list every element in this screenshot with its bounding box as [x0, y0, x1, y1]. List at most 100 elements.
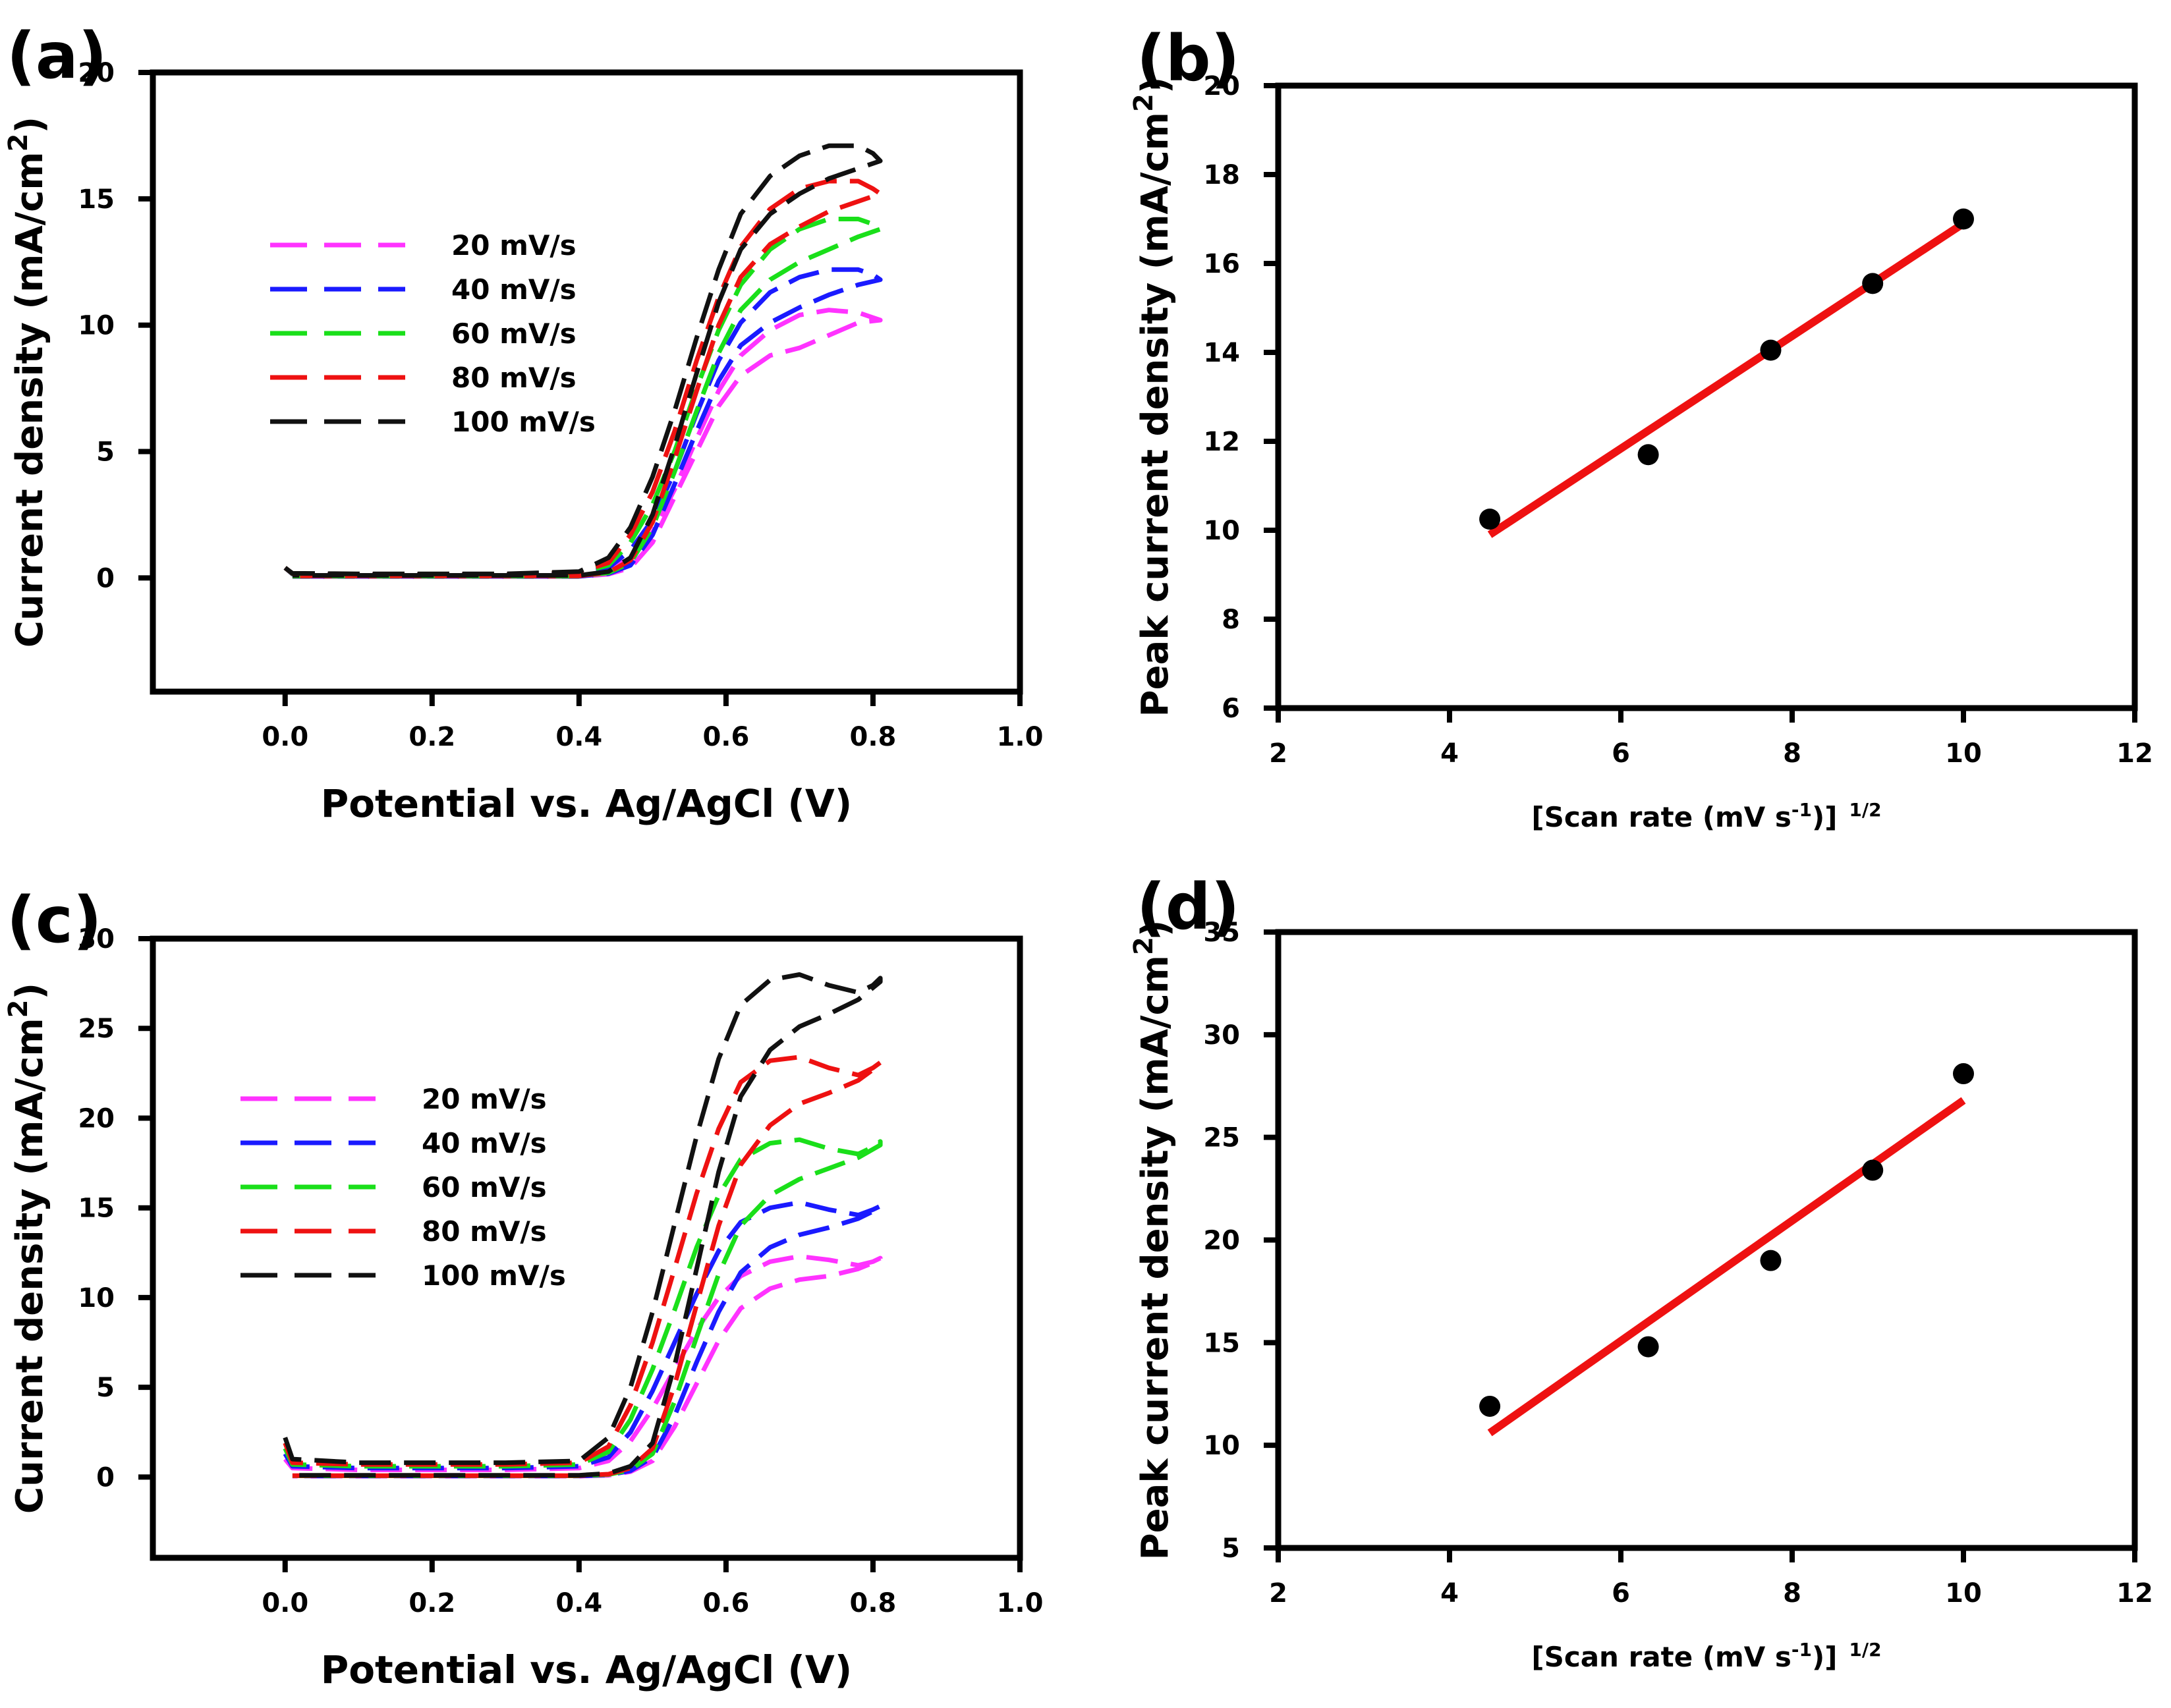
x-tick-label: 12 [2116, 738, 2153, 769]
x-tick-label: 10 [1945, 738, 1982, 769]
y-tick-label: 30 [1203, 1020, 1240, 1051]
y-axis-title: Current density (mA/cm2) [3, 983, 51, 1514]
y-tick-label: 5 [96, 437, 115, 468]
panel-label: (c) [7, 883, 102, 957]
y-axis-title-close: ) [1134, 77, 1177, 94]
plot-frame [1275, 82, 2138, 711]
legend-label: 80 mV/s [422, 1215, 547, 1248]
linear-fit-line [1487, 1097, 1966, 1437]
data-point [1637, 1336, 1659, 1358]
series-line-20mVs [283, 308, 883, 579]
y-axis-title-superscript: 2 [1129, 94, 1159, 112]
x-tick-label: 12 [2116, 1578, 2153, 1609]
plot-frame [1275, 929, 2138, 1551]
series-line-60mVs [283, 217, 883, 579]
y-tick-label: 15 [78, 184, 115, 215]
y-axis-title-main: Peak current density (mA/cm [1134, 112, 1177, 717]
y-tick-label: 15 [78, 1194, 115, 1224]
y-axis-title-superscript: 2 [1129, 937, 1159, 955]
x-axis-title-superscript: -1 [1791, 799, 1812, 821]
data-point [1862, 1159, 1884, 1181]
y-tick-label: 20 [78, 58, 115, 88]
series-line-60mVs [283, 1137, 883, 1478]
series-line-100mVs [283, 143, 883, 578]
y-tick-label: 14 [1203, 338, 1240, 368]
x-tick-label: 0.6 [702, 722, 749, 752]
data-point [1760, 1250, 1782, 1271]
x-axis-title-main: [Scan rate (mV s [1531, 1641, 1791, 1673]
y-tick-label: 20 [1203, 1226, 1240, 1256]
x-axis-title-main: [Scan rate (mV s [1531, 801, 1791, 833]
legend-label: 40 mV/s [451, 273, 577, 306]
series-line-100mVs [283, 972, 883, 1478]
y-tick-label: 10 [78, 311, 115, 341]
linear-fit-line [1487, 220, 1966, 538]
panel-label: (a) [7, 19, 107, 93]
y-tick-label: 20 [78, 1103, 115, 1134]
x-tick-label: 0.4 [555, 1588, 602, 1618]
x-axis-title-close: )] [1812, 801, 1837, 833]
legend-label: 60 mV/s [451, 317, 577, 350]
x-tick-label: 0.2 [409, 722, 455, 752]
legend-label: 20 mV/s [422, 1083, 547, 1115]
y-axis-title-close: ) [9, 117, 51, 134]
y-axis-title-main: Peak current density (mA/cm [1134, 955, 1177, 1560]
x-axis-title-close: )] [1812, 1641, 1837, 1673]
y-tick-label: 10 [1203, 516, 1240, 546]
legend-label: 80 mV/s [451, 362, 577, 394]
data-point [1637, 444, 1659, 466]
x-tick-label: 0.2 [409, 1588, 455, 1618]
x-tick-label: 4 [1440, 738, 1459, 769]
x-tick-label: 0.8 [850, 722, 897, 752]
x-axis-title: [Scan rate (mV s-1)] 1/2 [1531, 799, 1881, 834]
series-line-80mVs [283, 179, 883, 578]
panel-label: (b) [1137, 22, 1239, 96]
x-axis-title-exponent: 1/2 [1849, 1639, 1881, 1661]
x-tick-label: 0.0 [262, 1588, 308, 1618]
y-tick-label: 6 [1222, 694, 1240, 724]
series-line-40mVs [283, 267, 883, 579]
x-tick-label: 0.8 [850, 1588, 897, 1618]
data-point [1953, 1063, 1974, 1085]
data-point [1760, 339, 1782, 361]
x-axis-title: Potential vs. Ag/AgCl (V) [321, 781, 853, 826]
x-tick-label: 0.4 [555, 722, 602, 752]
legend-label: 40 mV/s [422, 1127, 547, 1159]
y-axis-title: Peak current density (mA/cm2) [1129, 77, 1177, 717]
y-tick-label: 25 [78, 1014, 115, 1044]
plot-frame [150, 935, 1023, 1561]
y-axis-title-close: ) [1134, 920, 1177, 937]
legend-label: 100 mV/s [422, 1259, 566, 1292]
x-axis-title-superscript: -1 [1791, 1639, 1812, 1661]
legend-label: 60 mV/s [422, 1171, 547, 1203]
y-tick-label: 5 [96, 1373, 115, 1403]
data-point [1953, 208, 1974, 230]
y-axis-title-superscript: 2 [3, 133, 34, 152]
x-tick-label: 8 [1783, 738, 1801, 769]
y-tick-label: 30 [78, 924, 115, 954]
y-axis-title: Current density (mA/cm2) [3, 117, 51, 647]
y-tick-label: 12 [1203, 427, 1240, 457]
x-tick-label: 8 [1783, 1578, 1801, 1609]
y-tick-label: 16 [1203, 249, 1240, 279]
y-tick-label: 0 [96, 563, 115, 593]
plot-frame [150, 69, 1023, 695]
y-axis-title-superscript: 2 [3, 999, 34, 1018]
x-axis-title-exponent: 1/2 [1849, 799, 1881, 821]
legend-label: 100 mV/s [451, 406, 596, 438]
y-axis-title-main: Current density (mA/cm [9, 152, 51, 647]
y-tick-label: 5 [1222, 1533, 1240, 1564]
legend-label: 20 mV/s [451, 229, 577, 262]
x-tick-label: 2 [1269, 738, 1287, 769]
x-tick-label: 1.0 [997, 1588, 1044, 1618]
series-line-40mVs [283, 1200, 883, 1479]
data-point [1479, 1395, 1501, 1417]
x-tick-label: 0.6 [702, 1588, 749, 1618]
y-axis-title-main: Current density (mA/cm [9, 1018, 51, 1514]
x-tick-label: 6 [1612, 1578, 1630, 1609]
x-axis-title: [Scan rate (mV s-1)] 1/2 [1531, 1639, 1881, 1674]
y-tick-label: 35 [1203, 918, 1240, 948]
